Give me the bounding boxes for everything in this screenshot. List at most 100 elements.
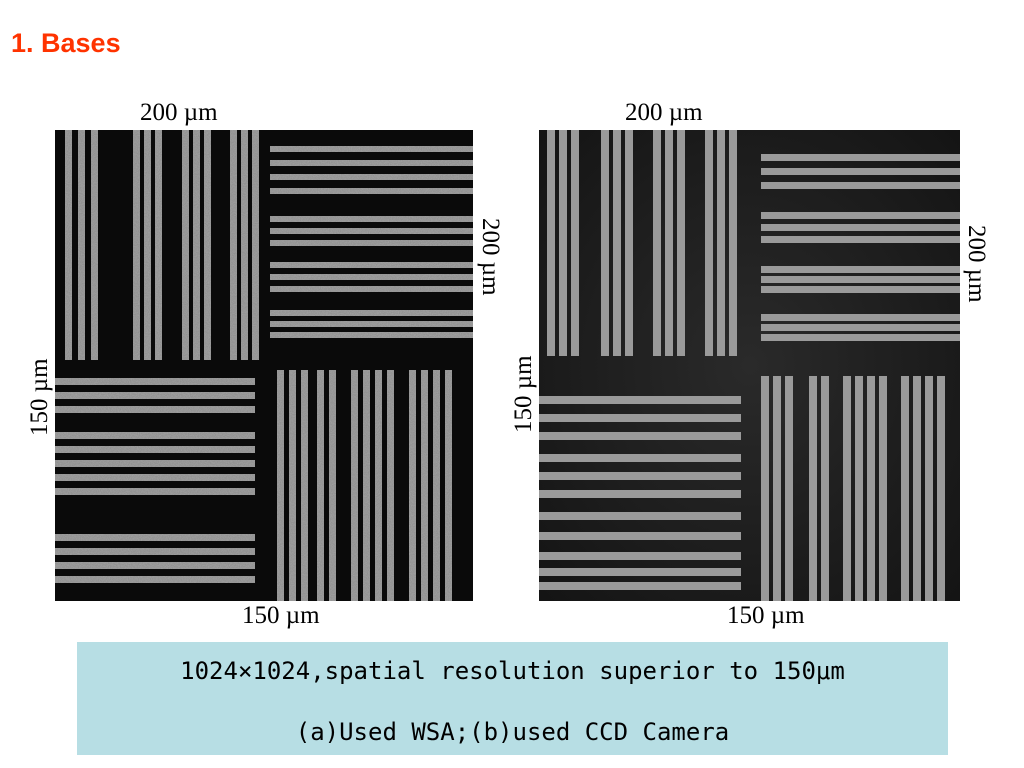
target-bar-vertical [867, 376, 875, 601]
target-bar-vertical [65, 130, 72, 360]
target-bar-vertical [855, 376, 863, 601]
target-bar-horizontal [761, 236, 960, 243]
target-bar-horizontal [539, 396, 741, 404]
panel-b-top-label: 200 µm [625, 99, 703, 126]
target-bar-horizontal [761, 286, 960, 293]
target-bar-vertical [289, 370, 296, 601]
target-bar-horizontal [270, 146, 473, 152]
target-bar-horizontal [539, 582, 741, 590]
target-bar-horizontal [270, 262, 473, 268]
target-bar-horizontal [761, 168, 960, 175]
caption-box: 1024×1024,spatial resolution superior to… [77, 642, 948, 755]
target-bar-horizontal [761, 224, 960, 231]
target-bar-horizontal [55, 488, 255, 495]
target-bar-vertical [182, 130, 189, 360]
target-bar-horizontal [270, 160, 473, 166]
slide-title: 1. Bases [11, 28, 121, 58]
target-bar-vertical [705, 130, 713, 356]
panel-b-right-label: 200 µm [963, 225, 990, 303]
target-bar-horizontal [539, 568, 741, 576]
target-bar-vertical [421, 370, 428, 601]
target-bar-horizontal [270, 174, 473, 180]
target-bar-vertical [601, 130, 609, 356]
target-bar-vertical [329, 370, 336, 601]
target-bar-vertical [559, 130, 567, 356]
target-bar-vertical [571, 130, 579, 356]
target-bar-vertical [547, 130, 555, 356]
target-bar-vertical [193, 130, 200, 360]
target-bar-vertical [241, 130, 248, 360]
target-bar-horizontal [55, 576, 255, 583]
target-bar-horizontal [270, 228, 473, 234]
target-bar-vertical [351, 370, 358, 601]
target-bar-vertical [433, 370, 440, 601]
target-bar-horizontal [761, 324, 960, 331]
target-bar-vertical [761, 376, 769, 601]
target-bar-vertical [277, 370, 284, 601]
target-bar-vertical [843, 376, 851, 601]
target-bar-vertical [387, 370, 394, 601]
target-bar-vertical [204, 130, 211, 360]
target-bar-horizontal [761, 276, 960, 283]
target-bar-vertical [363, 370, 370, 601]
panel-b-left-label: 150 µm [510, 355, 537, 433]
target-bar-vertical [625, 130, 633, 356]
target-bar-vertical [613, 130, 621, 356]
target-bar-horizontal [270, 188, 473, 194]
target-bar-horizontal [55, 534, 255, 541]
target-bar-vertical [155, 130, 162, 360]
target-bar-vertical [937, 376, 945, 601]
target-bar-vertical [230, 130, 237, 360]
target-bar-horizontal [270, 216, 473, 222]
target-bar-horizontal [539, 414, 741, 422]
target-bar-vertical [375, 370, 382, 601]
target-bar-horizontal [761, 334, 960, 341]
panel-a-left-label: 150 µm [26, 358, 53, 436]
target-bar-horizontal [539, 454, 741, 462]
target-bar-horizontal [761, 154, 960, 161]
target-bar-horizontal [270, 332, 473, 338]
target-bar-horizontal [539, 532, 741, 540]
target-bar-horizontal [761, 182, 960, 189]
target-bar-horizontal [55, 474, 255, 481]
target-bar-vertical [445, 370, 452, 601]
target-bar-horizontal [761, 212, 960, 219]
target-bar-horizontal [55, 392, 255, 399]
target-bar-vertical [91, 130, 98, 360]
target-bar-vertical [665, 130, 673, 356]
target-bar-horizontal [761, 314, 960, 321]
target-bar-vertical [144, 130, 151, 360]
target-bar-horizontal [55, 378, 255, 385]
target-bar-vertical [409, 370, 416, 601]
target-bar-horizontal [55, 548, 255, 555]
target-bar-vertical [301, 370, 308, 601]
target-bar-horizontal [270, 240, 473, 246]
target-bar-horizontal [539, 472, 741, 480]
target-bar-horizontal [55, 432, 255, 439]
resolution-target-image-ccd [539, 130, 960, 601]
caption-line-resolution: 1024×1024,spatial resolution superior to… [180, 657, 845, 685]
target-bar-vertical [677, 130, 685, 356]
target-bar-horizontal [539, 490, 741, 498]
target-bar-vertical [729, 130, 737, 356]
panel-b-bottom-label: 150 µm [727, 602, 805, 629]
target-bar-vertical [133, 130, 140, 360]
target-bar-horizontal [55, 446, 255, 453]
target-bar-horizontal [761, 266, 960, 273]
target-bar-vertical [809, 376, 817, 601]
target-bar-vertical [913, 376, 921, 601]
target-bar-vertical [653, 130, 661, 356]
target-bar-vertical [879, 376, 887, 601]
target-bar-vertical [901, 376, 909, 601]
target-bar-horizontal [539, 552, 741, 560]
target-bar-horizontal [539, 432, 741, 440]
target-bar-horizontal [270, 274, 473, 280]
target-bar-horizontal [55, 562, 255, 569]
target-bar-vertical [317, 370, 324, 601]
target-bar-vertical [821, 376, 829, 601]
target-bar-horizontal [55, 460, 255, 467]
target-bar-vertical [925, 376, 933, 601]
target-bar-vertical [78, 130, 85, 360]
target-bar-horizontal [539, 512, 741, 520]
caption-line-devices: (a)Used WSA;(b)used CCD Camera [295, 718, 730, 746]
